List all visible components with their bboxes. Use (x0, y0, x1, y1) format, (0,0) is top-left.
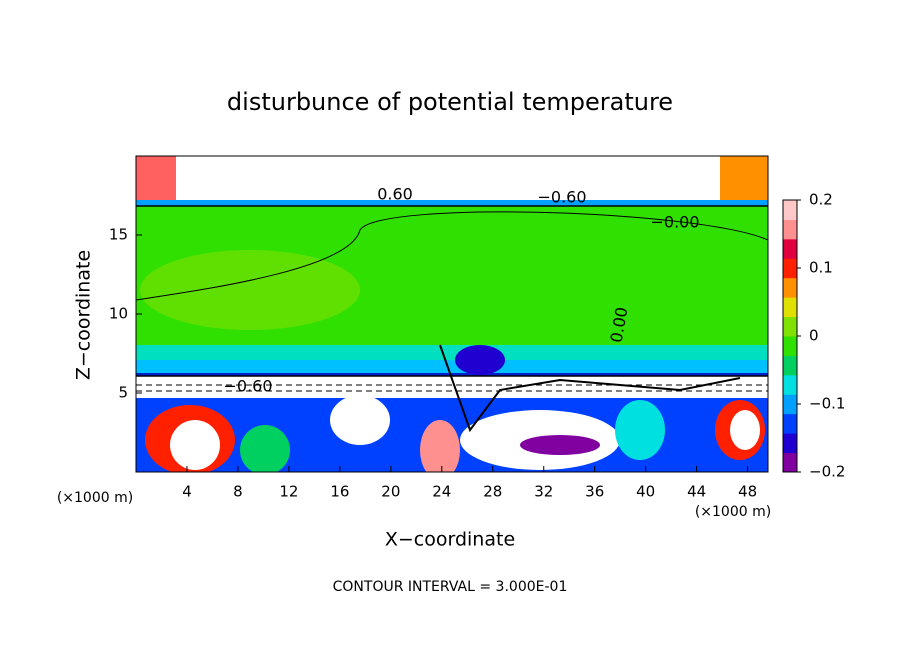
y-tick-label: 10 (109, 305, 128, 323)
colorbar-cell (783, 200, 797, 220)
colorbar-cell (783, 355, 797, 376)
x-tick-label: 16 (330, 483, 349, 501)
x-tick-label: 48 (738, 483, 757, 501)
field (136, 156, 768, 472)
contour-label: 0.60 (377, 185, 413, 204)
x-tick-label: 44 (687, 483, 706, 501)
footnote: CONTOUR INTERVAL = 3.000E-01 (333, 579, 568, 595)
x-tick-label: 12 (279, 483, 298, 501)
x-tick-label: 8 (233, 483, 243, 501)
colorbar-tick-label: −0.2 (809, 463, 845, 481)
x-tick-label: 32 (534, 483, 553, 501)
x-tick-label: 24 (432, 483, 451, 501)
colorbar-cell (783, 452, 797, 473)
colorbar-cell (783, 374, 797, 395)
colorbar-cell (783, 238, 797, 259)
y-tick-label: 15 (109, 226, 128, 244)
colorbar-tick-label: −0.1 (809, 395, 845, 413)
contour-label: −0.60 (537, 188, 586, 207)
x-tick-label: 40 (636, 483, 655, 501)
colorbar-cell (783, 316, 797, 337)
colorbar-cell (783, 219, 797, 240)
contour-label: −0.60 (223, 377, 272, 396)
colorbar-cell (783, 277, 797, 298)
chart-title: disturbunce of potential temperature (227, 88, 673, 116)
y-tick-label: 5 (118, 384, 128, 402)
colorbar-tick-label: 0.2 (809, 191, 833, 209)
colorbar-tick-label: 0 (809, 327, 819, 345)
x-unit: (×1000 m) (695, 504, 771, 520)
colorbar-cell (783, 336, 797, 356)
colorbar-cell (783, 433, 797, 454)
colorbar-cell (783, 413, 797, 434)
colorbar-cell (783, 394, 797, 415)
colorbar-cell (783, 297, 797, 318)
colorbar-cell (783, 258, 797, 279)
contour-label: −0.00 (650, 213, 699, 232)
x-axis-label: X−coordinate (385, 529, 515, 551)
x-tick-label: 28 (483, 483, 502, 501)
y-axis-label: Z−coordinate (73, 250, 95, 380)
x-unit: (×1000 m) (57, 490, 133, 506)
x-tick-label: 36 (585, 483, 604, 501)
x-tick-label: 4 (182, 483, 192, 501)
colorbar-tick-label: 0.1 (809, 259, 833, 277)
x-tick-label: 20 (381, 483, 400, 501)
